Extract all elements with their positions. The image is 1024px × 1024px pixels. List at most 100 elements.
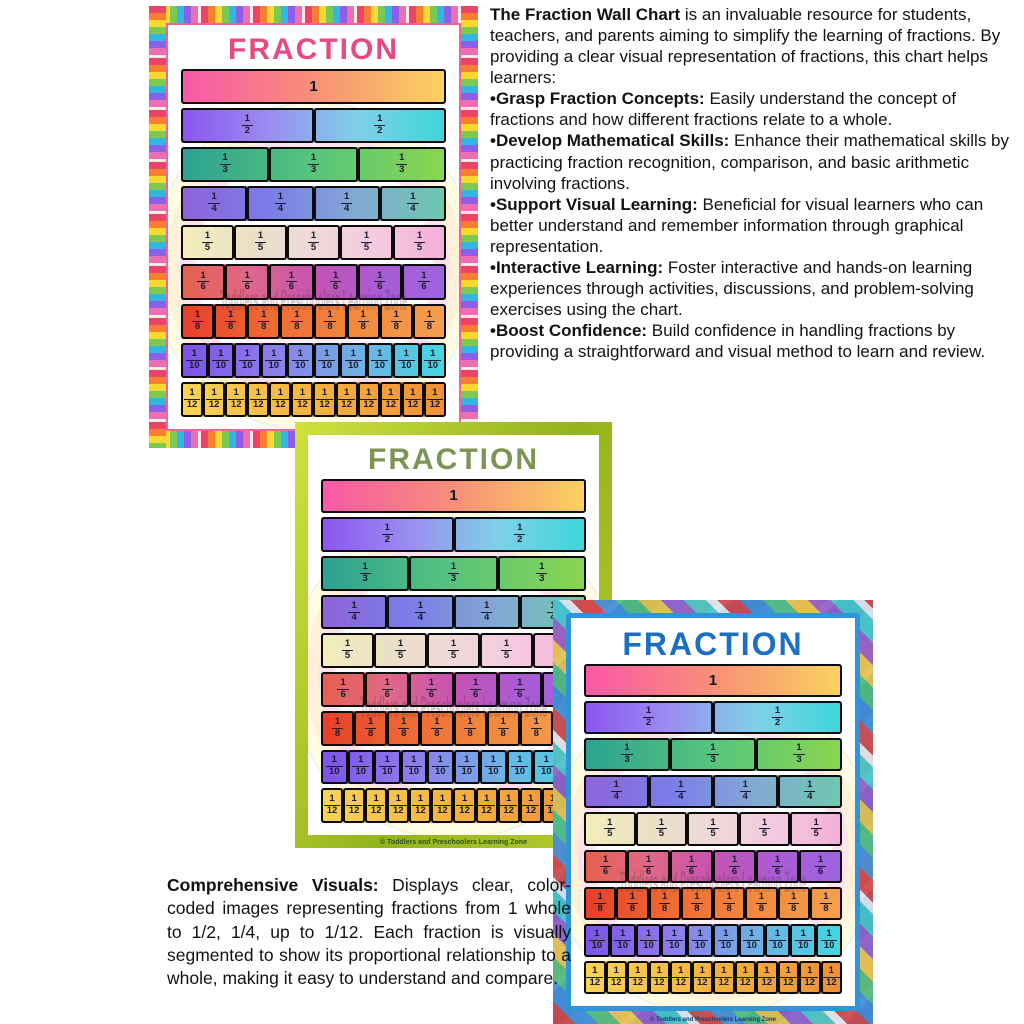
fraction-row-whole: 1 [584,664,842,698]
bullet-support-visual-learning: •Support Visual Learning: Beneficial for… [490,194,1022,257]
fraction-label: 15 [553,638,566,662]
bullet-text: Enhance their mathematical skills by pra… [490,131,1009,193]
fraction-cell: 1 [584,664,842,698]
fraction-row-6: 16 16 16 16 16 16 [321,672,587,707]
bullet-develop-mathematical-skills: •Develop Mathematical Skills: Enhance th… [490,130,1022,193]
bullet-text: Beneficial for visual learners who can b… [490,194,984,256]
comprehensive-visuals-paragraph: Comprehensive Visuals: Displays clear, c… [167,874,571,990]
bullet-text: Easily understand the concept of fractio… [490,89,957,130]
fraction-row-4: 14 14 14 14 [321,594,586,630]
fraction-label: 16 [558,677,570,701]
comprehensive-visuals-text: Displays clear, color-coded images repre… [167,875,571,989]
poster-footer-credit: © Toddlers and Preschoolers Learning Zon… [650,1017,776,1023]
